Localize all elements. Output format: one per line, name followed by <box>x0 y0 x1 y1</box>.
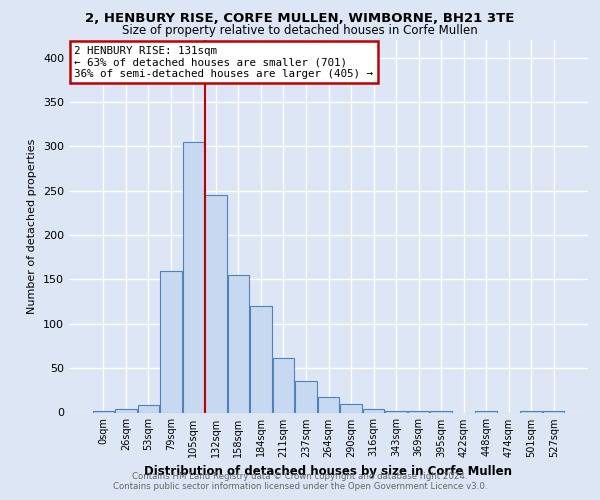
Bar <box>160 270 182 412</box>
Bar <box>475 410 497 412</box>
Bar <box>205 195 227 412</box>
Text: Contains HM Land Registry data © Crown copyright and database right 2024.
Contai: Contains HM Land Registry data © Crown c… <box>113 472 487 491</box>
Bar <box>115 409 137 412</box>
Bar <box>318 396 339 412</box>
Bar <box>228 275 249 412</box>
Text: 2 HENBURY RISE: 131sqm
← 63% of detached houses are smaller (701)
36% of semi-de: 2 HENBURY RISE: 131sqm ← 63% of detached… <box>74 46 373 79</box>
Bar <box>340 404 362 412</box>
Bar <box>92 410 114 412</box>
Bar <box>363 409 384 412</box>
Bar <box>520 410 542 412</box>
Bar <box>430 410 452 412</box>
Bar <box>273 358 294 412</box>
Text: 2, HENBURY RISE, CORFE MULLEN, WIMBORNE, BH21 3TE: 2, HENBURY RISE, CORFE MULLEN, WIMBORNE,… <box>85 12 515 26</box>
Bar <box>385 410 407 412</box>
Bar <box>295 382 317 412</box>
Bar <box>543 410 565 412</box>
X-axis label: Distribution of detached houses by size in Corfe Mullen: Distribution of detached houses by size … <box>145 465 512 478</box>
Bar <box>408 410 429 412</box>
Y-axis label: Number of detached properties: Number of detached properties <box>28 138 37 314</box>
Text: Size of property relative to detached houses in Corfe Mullen: Size of property relative to detached ho… <box>122 24 478 37</box>
Bar <box>250 306 272 412</box>
Bar <box>137 406 159 412</box>
Bar <box>182 142 204 412</box>
